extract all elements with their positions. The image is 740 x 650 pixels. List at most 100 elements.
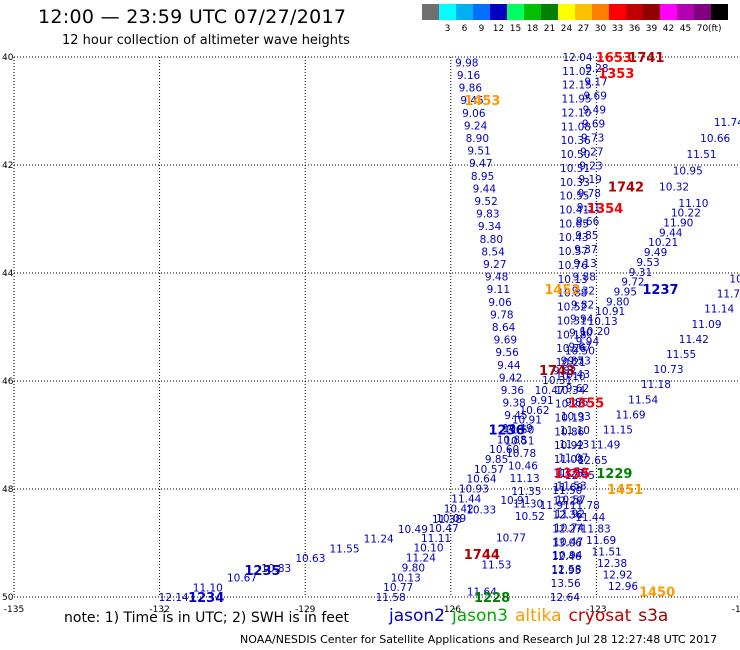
wave-height-value: 9.50: [569, 327, 592, 339]
wave-height-value: 10.83: [261, 563, 291, 575]
wave-height-value: 12.64: [550, 592, 580, 604]
legend-s3a: s3a: [638, 606, 669, 626]
scale-swatch: [609, 4, 626, 20]
wave-height-value: 9.32: [572, 286, 595, 298]
wave-height-value: 9.42: [499, 372, 522, 384]
wave-height-value: 9.13: [573, 258, 596, 270]
pass-time-label: 1453: [464, 94, 500, 109]
wave-height-value: 10.67: [227, 573, 257, 585]
wave-height-value: 13.06: [552, 537, 582, 549]
pass-time-label: 1228: [474, 591, 510, 606]
wave-height-value: 9.85: [575, 230, 598, 242]
scale-swatch: [575, 4, 592, 20]
scale-tick-label: 39: [645, 24, 658, 34]
pass-time-label: 1451: [607, 483, 643, 498]
wave-height-value: 9.56: [495, 347, 519, 359]
wave-height-value: 11.10: [560, 425, 590, 437]
wave-height-value: 9.78: [490, 309, 513, 321]
wave-height-value: 9.06: [462, 108, 486, 120]
scale-swatch: [473, 4, 490, 20]
legend-jason3: jason3: [452, 606, 508, 626]
wave-height-value: 9.72: [621, 277, 644, 289]
wave-height-value: 10.32: [659, 182, 689, 194]
pass-time-label: 1237: [642, 283, 678, 298]
wave-height-value: 9.80: [606, 296, 629, 308]
note-text: note: 1) Time is in UTC; 2) SWH is in fe…: [64, 610, 350, 626]
wave-height-value: 11.43: [559, 439, 589, 451]
wave-height-value: 11.92: [555, 508, 585, 520]
wave-height-value: 9.91: [530, 395, 553, 407]
wave-height-value: 12.96: [608, 581, 638, 593]
wave-height-value: 8.54: [481, 246, 505, 258]
wave-height-value: 11.10: [678, 198, 708, 210]
wave-height-value: 9.44: [659, 227, 683, 239]
pass-time-label: 1235: [244, 564, 280, 579]
scale-tick-label: 45: [679, 24, 692, 34]
wave-height-value: 10.34: [555, 385, 585, 397]
wave-height-value: 9.95: [614, 286, 637, 298]
wave-height-value: 12.36: [552, 510, 582, 522]
scale-tick-label: 42: [662, 24, 675, 34]
wave-height-value: 10.88: [557, 288, 587, 300]
wave-height-value: 10.47: [535, 385, 565, 397]
pass-time-label: 1354: [587, 202, 623, 217]
scale-tick-label: 9: [478, 24, 485, 34]
wave-height-value: 9.98: [455, 57, 478, 69]
wave-height-value: 10.76: [558, 260, 588, 272]
wave-height-value: 9.69: [584, 91, 607, 103]
wave-height-value: 11.64: [467, 587, 497, 599]
wave-height-value: 11.83: [581, 523, 611, 535]
wave-height-value: 12.10: [561, 107, 591, 119]
wave-height-value: 9.51: [467, 146, 490, 158]
wave-height-value: 11.69: [616, 409, 646, 421]
pass-time-label: 1452: [544, 283, 580, 298]
wave-height-value: 12.45: [565, 470, 595, 482]
wave-height-value: 11.90: [663, 218, 693, 230]
wave-height-value: 11.53: [481, 560, 511, 572]
scale-swatch: [439, 4, 456, 20]
legend-cryosat: cryosat: [568, 606, 632, 626]
wave-height-value: 11.78: [717, 289, 740, 301]
wave-height-value: 9.11: [487, 284, 510, 296]
wave-height-value: 9.87: [561, 355, 584, 367]
wave-height-value: 9.52: [474, 196, 497, 208]
wave-height-value: 9.16: [457, 70, 481, 82]
wave-height-value: 10.21: [556, 357, 586, 369]
wave-height-value: 10.46: [508, 461, 538, 473]
scale-swatch: [694, 4, 711, 20]
scale-swatch: [677, 4, 694, 20]
wave-height-value: 9.69: [582, 119, 605, 131]
wave-height-value: 10.20: [580, 326, 610, 338]
scale-tick-label: 24: [560, 24, 573, 34]
pass-time-label: 1353: [598, 67, 634, 82]
wave-height-value: 8.64: [492, 322, 516, 334]
wave-height-value: 8.90: [466, 133, 489, 145]
wave-height-value: 11.25: [553, 468, 583, 480]
pass-time-label: 1743: [539, 364, 575, 379]
wave-height-value: 8.80: [480, 234, 503, 246]
wave-height-value: 11.08: [554, 454, 584, 466]
wave-height-value: 11.95: [551, 565, 581, 577]
wave-height-value: 10.55: [559, 191, 589, 203]
wave-height-value: 9.49: [644, 247, 667, 259]
scale-swatch: [524, 4, 541, 20]
wave-height-value: 9.53: [567, 355, 590, 367]
satellite-legend: jason2 jason3 altika cryosat s3a: [389, 606, 675, 626]
wave-height-value: 11.58: [376, 592, 406, 604]
wave-height-value: 10.93: [459, 484, 489, 496]
wave-height-value: 12.15: [562, 80, 592, 92]
wave-height-value: 10.73: [653, 364, 683, 376]
wave-height-value: 10.74: [554, 522, 584, 534]
lon-tick-label: -123: [586, 605, 606, 615]
wave-height-value: 10.92: [554, 440, 584, 452]
wave-height-value: 9.86: [565, 397, 589, 409]
wave-height-value: 10.50: [560, 149, 590, 161]
wave-height-value: 9.37: [574, 244, 597, 256]
wave-height-value: 10.47: [553, 536, 583, 548]
scale-tick-label: 36: [628, 24, 641, 34]
scale-tick-label: 6: [461, 24, 468, 34]
wave-height-value: 10.91: [595, 306, 625, 318]
wave-height-value: 9.45: [504, 410, 527, 422]
